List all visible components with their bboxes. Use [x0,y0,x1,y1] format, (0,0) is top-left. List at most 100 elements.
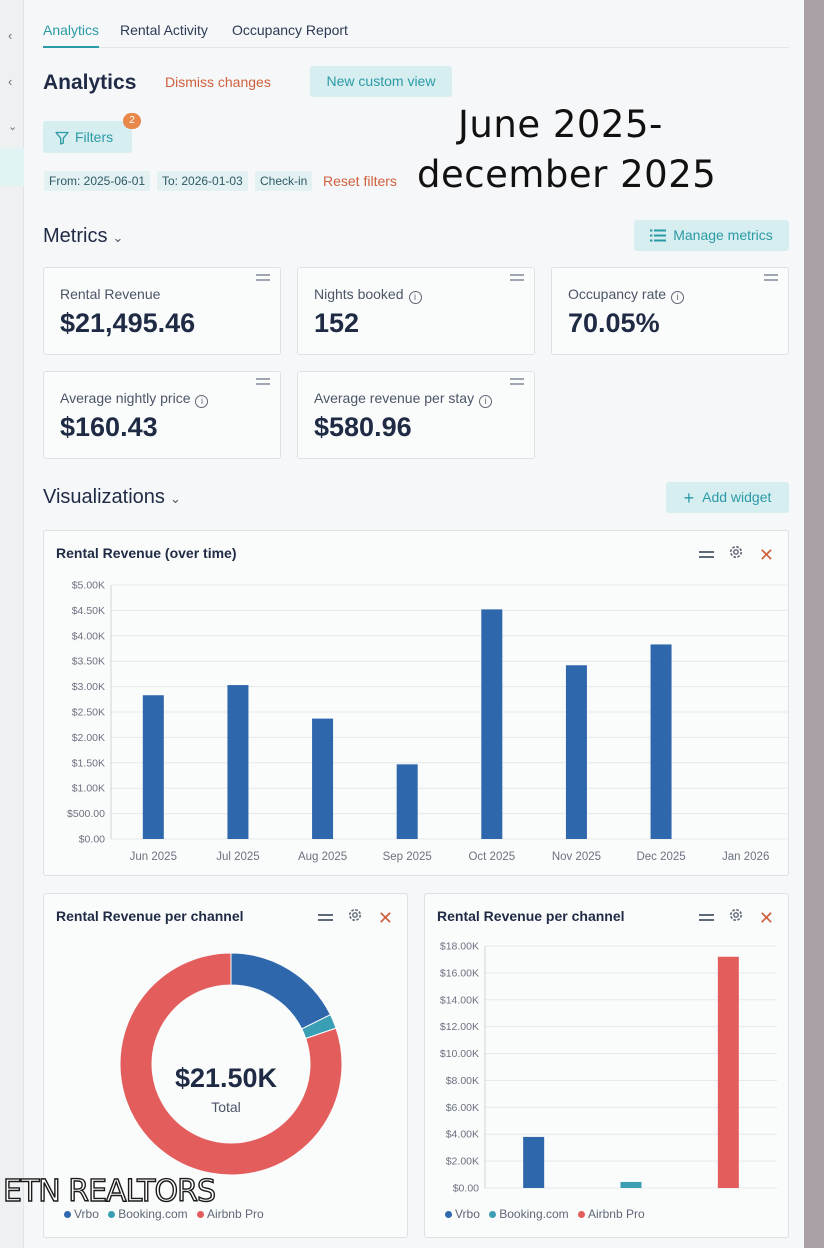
menu-icon[interactable] [318,911,333,924]
metric-label: Nights booked i [314,286,422,304]
gear-icon[interactable] [728,544,744,565]
drag-handle-icon[interactable] [256,378,270,388]
info-icon[interactable]: i [195,395,209,408]
bar-airbnb-pro [717,956,739,1188]
gear-icon[interactable] [728,907,744,928]
filter-chip-to[interactable]: To: 2026-01-03 [157,171,248,191]
x-tick-label: Jan 2026 [722,851,769,863]
y-tick-label: $10.00K [440,1048,479,1060]
handwritten-annotation-line1: June 2025- [458,103,663,146]
watermark-logo: ETN REALTORS [2,1173,216,1209]
right-edge [804,0,824,1248]
plus-icon: + [683,488,695,508]
metric-label-text: Rental Revenue [60,286,161,302]
slice-airbnb-pro[interactable] [119,952,343,1176]
chevron-down-icon: ⌄ [169,491,181,506]
legend-item-airbnb[interactable]: Airbnb Pro [577,1207,645,1221]
chevron-down-icon[interactable]: ⌄ [8,121,18,133]
legend-item-vrbo[interactable]: Vrbo [64,1207,99,1221]
menu-icon[interactable] [699,548,714,561]
metric-label: Rental Revenue [60,286,160,302]
add-widget-button[interactable]: + Add widget [666,482,789,513]
y-tick-label: $1.00K [72,783,105,795]
x-tick-label: Jun 2025 [130,851,177,863]
widget-revenue-over-time: Rental Revenue (over time) ✕ $0.00 $500.0… [43,530,789,876]
filter-chip-checkin[interactable]: Check-in [255,171,313,191]
chart-legend: Vrbo Booking.com Airbnb Pro [445,1207,651,1221]
bar-nov-2025 [565,665,587,839]
bar-jul-2025 [227,685,249,839]
drag-handle-icon[interactable] [764,274,778,284]
y-tick-label: $2.50K [72,707,105,719]
bar-dec-2025 [650,644,672,839]
drag-handle-icon[interactable] [510,378,524,388]
x-tick-label: Dec 2025 [636,851,685,863]
bar-aug-2025 [312,718,334,839]
donut-total-value: $21.50K [175,1063,278,1093]
legend-item-booking[interactable]: Booking.com [489,1207,569,1221]
metric-value: 152 [314,308,360,338]
handwritten-annotation-line2: december 2025 [417,153,717,196]
x-tick-label: Jul 2025 [216,851,259,863]
filter-chip-from[interactable]: From: 2025-06-01 [44,171,151,191]
dismiss-changes-link[interactable]: Dismiss changes [165,74,271,90]
list-icon [650,229,667,242]
bar-vrbo [523,1136,545,1188]
tab-occupancy-report[interactable]: Occupancy Report [232,22,348,38]
drag-handle-icon[interactable] [256,274,270,284]
metric-value: $580.96 [314,412,412,442]
y-tick-label: $3.00K [72,681,105,693]
x-tick-label: Sep 2025 [383,851,432,863]
menu-icon[interactable] [699,911,714,924]
metrics-heading[interactable]: Metrics ⌄ [43,225,123,248]
y-tick-label: $0.00 [453,1183,479,1195]
visualizations-title: Visualizations [43,486,165,508]
collapse-chevron-left-icon[interactable]: ‹ [8,74,13,89]
y-tick-label: $3.50K [72,656,105,668]
metric-label: Occupancy rate i [568,286,685,304]
filters-button[interactable]: Filters [43,121,132,153]
x-tick-label: Oct 2025 [468,851,515,863]
widget-title: Rental Revenue per channel [437,908,625,924]
close-icon[interactable]: ✕ [758,907,774,928]
manage-metrics-button[interactable]: Manage metrics [634,220,789,251]
y-tick-label: $5.00K [72,580,105,592]
info-icon[interactable]: i [408,291,422,304]
filters-button-label: Filters [75,129,114,145]
info-icon[interactable]: i [479,395,493,408]
metric-card-rental-revenue: Rental Revenue $21,495.46 [43,267,281,355]
left-nav-rail: ‹ ‹ ⌄ [0,0,24,1248]
reset-filters-link[interactable]: Reset filters [323,173,397,189]
close-icon[interactable]: ✕ [758,544,774,565]
close-icon[interactable]: ✕ [377,907,393,928]
legend-item-vrbo[interactable]: Vrbo [445,1207,480,1221]
y-tick-label: $2.00K [446,1156,479,1168]
revenue-per-channel-donut-chart: $21.50K Total [119,952,343,1176]
metric-value: $160.43 [60,412,158,442]
y-tick-label: $12.00K [440,1021,479,1033]
y-tick-label: $14.00K [440,994,479,1006]
metric-label-text: Nights booked [314,286,404,302]
drag-handle-icon[interactable] [510,274,524,284]
info-icon[interactable]: i [671,291,685,304]
y-tick-label: $500.00 [67,808,105,820]
x-tick-label: Nov 2025 [552,851,601,863]
tab-rental-activity[interactable]: Rental Activity [120,22,208,38]
x-tick-label: Aug 2025 [298,851,347,863]
new-custom-view-button[interactable]: New custom view [310,66,452,97]
legend-item-booking[interactable]: Booking.com [108,1207,188,1221]
tab-analytics[interactable]: Analytics [43,22,100,48]
y-tick-label: $4.00K [72,630,105,642]
left-rail-active-item[interactable] [0,148,24,186]
collapse-chevron-left-icon[interactable]: ‹ [8,28,13,43]
visualizations-heading[interactable]: Visualizations ⌄ [43,486,181,509]
gear-icon[interactable] [347,907,363,928]
y-tick-label: $0.00 [79,834,105,846]
slice-vrbo[interactable] [230,952,332,1030]
legend-item-airbnb[interactable]: Airbnb Pro [196,1207,264,1221]
page-title: Analytics [43,71,137,94]
bar-oct-2025 [481,609,503,839]
metric-label: Average revenue per stay i [314,390,493,408]
y-tick-label: $18.00K [440,941,479,953]
widget-revenue-per-channel-donut: Rental Revenue per channel ✕ $21.50K Tot… [43,893,408,1238]
